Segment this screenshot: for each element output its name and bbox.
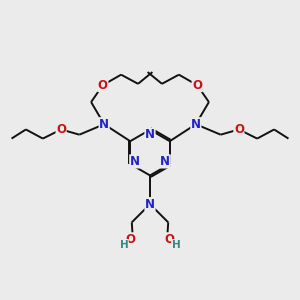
Text: H: H [119, 240, 128, 250]
Text: N: N [160, 155, 170, 168]
Text: O: O [98, 79, 108, 92]
Text: O: O [125, 233, 135, 246]
Text: N: N [130, 155, 140, 168]
Text: N: N [191, 118, 201, 131]
Text: N: N [145, 198, 155, 211]
Text: N: N [145, 128, 155, 142]
Text: H: H [172, 240, 181, 250]
Text: O: O [234, 123, 244, 136]
Text: O: O [56, 123, 66, 136]
Text: N: N [99, 118, 109, 131]
Text: O: O [192, 79, 202, 92]
Text: O: O [165, 233, 175, 246]
